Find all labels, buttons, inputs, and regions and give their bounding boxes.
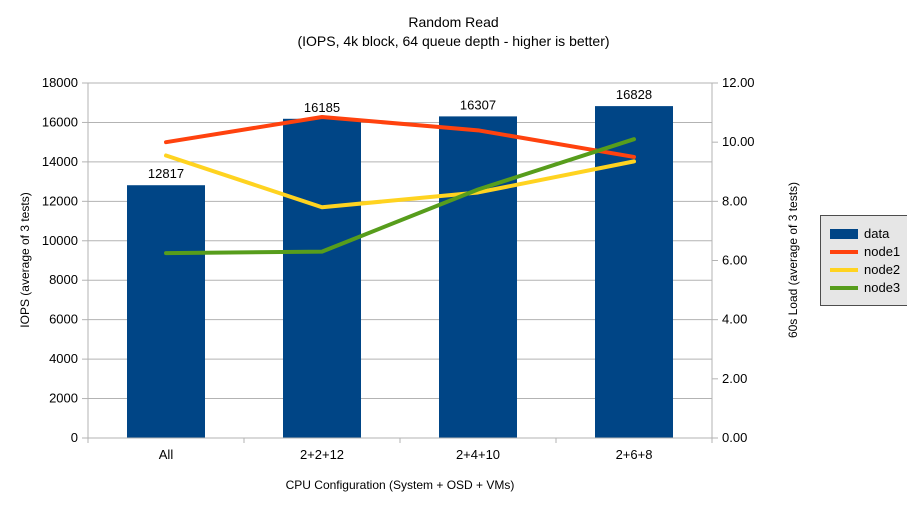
legend-item-data: data	[830, 226, 900, 241]
left-tick-label: 0	[71, 430, 78, 445]
bar-value-label: 16185	[304, 100, 340, 115]
bar-value-label: 16307	[460, 97, 496, 112]
right-tick-label: 8.00	[722, 193, 747, 208]
chart-subtitle: (IOPS, 4k block, 64 queue depth - higher…	[297, 33, 610, 49]
line-series-node3	[164, 137, 636, 256]
right-tick-label: 4.00	[722, 312, 747, 327]
left-tick-label: 14000	[42, 154, 78, 169]
line-series-node1	[164, 115, 636, 159]
legend-item-node3: node3	[830, 280, 900, 295]
left-tick-label: 16000	[42, 114, 78, 129]
right-tick-label: 0.00	[722, 430, 747, 445]
left-tick-label: 10000	[42, 233, 78, 248]
right-axis-title: 60s Load (average of 3 tests)	[786, 181, 800, 339]
line-series-node2	[164, 153, 636, 210]
legend-line-swatch	[830, 267, 858, 272]
right-tick-label: 12.00	[722, 75, 755, 90]
left-tick-label: 18000	[42, 75, 78, 90]
legend-bar-swatch	[830, 228, 858, 239]
legend-line-swatch	[830, 249, 858, 254]
left-tick-label: 6000	[49, 312, 78, 327]
right-tick-label: 2.00	[722, 371, 747, 386]
right-tick-label: 6.00	[722, 253, 747, 268]
bar-value-label: 16828	[616, 87, 652, 102]
x-category-label: 2+6+8	[616, 447, 653, 462]
legend-label: data	[864, 226, 890, 241]
legend: data node1 node2 node3	[820, 215, 907, 306]
legend-item-node1: node1	[830, 244, 900, 259]
chart-title: Random Read	[408, 14, 499, 30]
left-tick-label: 4000	[49, 351, 78, 366]
legend-label: node1	[864, 244, 901, 259]
left-axis-title: IOPS (average of 3 tests)	[18, 192, 32, 328]
x-axis-title: CPU Configuration (System + OSD + VMs)	[285, 478, 515, 492]
legend-item-node2: node2	[830, 262, 900, 277]
left-tick-label: 8000	[49, 272, 78, 287]
bar-value-label: 12817	[148, 166, 184, 181]
x-category-label: All	[159, 447, 174, 462]
x-category-label: 2+2+12	[300, 447, 344, 462]
left-tick-label: 12000	[42, 193, 78, 208]
legend-label: node3	[864, 280, 901, 295]
legend-label: node2	[864, 262, 901, 277]
left-tick-label: 2000	[49, 391, 78, 406]
legend-line-swatch	[830, 285, 858, 290]
bar-All	[127, 185, 205, 438]
right-tick-label: 10.00	[722, 134, 755, 149]
bar-2+2+12	[283, 118, 361, 438]
bar-2+4+10	[439, 116, 517, 439]
x-category-label: 2+4+10	[456, 447, 500, 462]
